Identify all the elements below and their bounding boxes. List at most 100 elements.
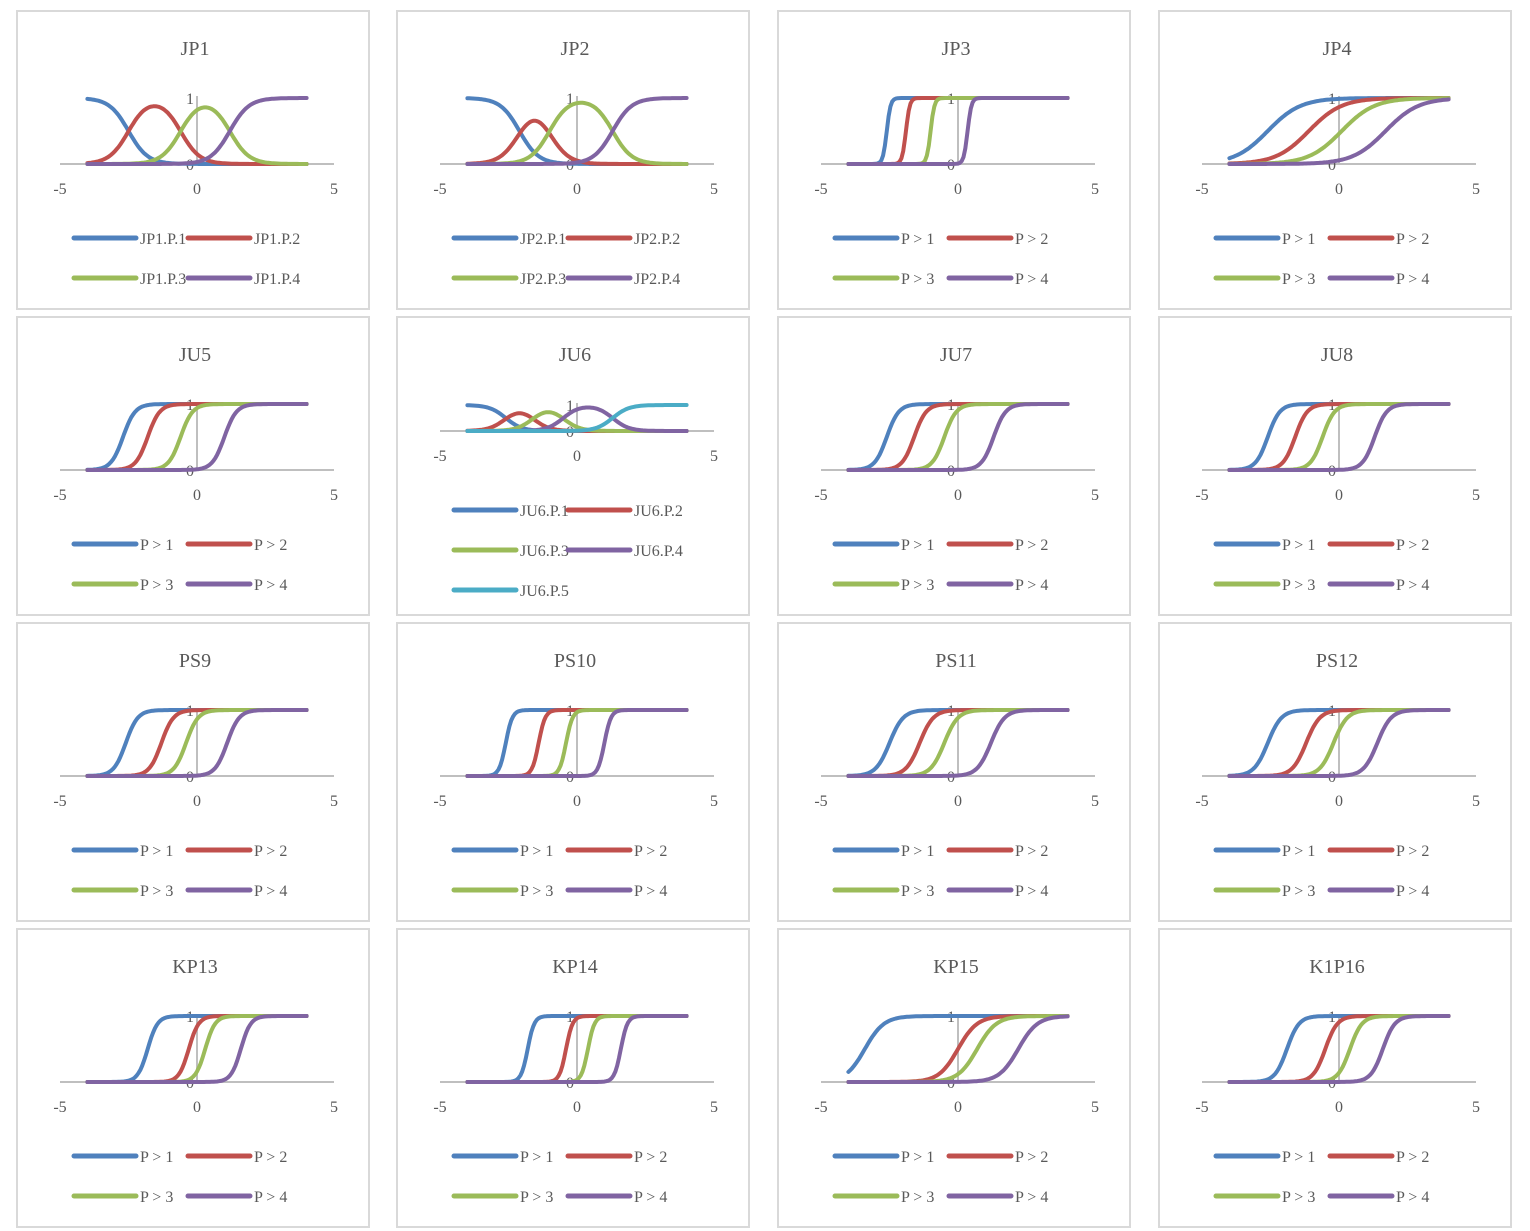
legend-label: P > 1	[901, 1149, 934, 1166]
legend-label: JP2.P.2	[634, 231, 680, 248]
chart-title: KP15	[933, 956, 979, 978]
series-line	[465, 403, 689, 433]
x-tick-label: 0	[193, 487, 201, 504]
legend-entry: JU6.P.4	[565, 543, 683, 560]
chart-panel: JP1 1 0 -5 0 5 JP1.P.1 JP1.P.2 JP1.P.3 JP1.P.4	[16, 10, 370, 310]
legend-entry: P > 2	[946, 537, 1048, 554]
legend-entry: P > 1	[71, 537, 173, 554]
legend-label: P > 3	[1282, 271, 1315, 288]
legend-label: P > 1	[1282, 537, 1315, 554]
chart-title: PS9	[179, 650, 211, 672]
legend-label: P > 1	[901, 231, 934, 248]
x-tick-label: 0	[193, 1099, 201, 1116]
legend-entry: P > 3	[71, 577, 173, 594]
series-line	[85, 96, 309, 166]
series-line	[465, 708, 689, 778]
legend-entry: JP1.P.1	[71, 231, 186, 248]
x-tick-label: 5	[330, 487, 338, 504]
legend-entry: P > 2	[1327, 843, 1429, 860]
legend-label: P > 3	[140, 883, 173, 900]
chart-panel: JU6 1 0 -5 0 5 JU6.P.1 JU6.P.2 JU6.P.3 JU6.P.4 JU6…	[396, 316, 750, 616]
x-tick-label: -5	[433, 181, 446, 198]
legend-label: JP1.P.3	[140, 271, 186, 288]
series-line	[846, 708, 1070, 778]
legend-label: P > 4	[254, 883, 287, 900]
chart-title: K1P16	[1309, 956, 1365, 978]
x-tick-label: 0	[573, 448, 581, 465]
legend-entry: P > 1	[1213, 843, 1315, 860]
x-tick-label: 5	[710, 793, 718, 810]
legend-entry: P > 4	[565, 1189, 667, 1206]
chart-title: JU6	[559, 344, 591, 366]
x-tick-label: 0	[1335, 181, 1343, 198]
legend-label: P > 1	[520, 1149, 553, 1166]
legend-label: JP1.P.4	[254, 271, 300, 288]
chart-title: JP3	[942, 38, 971, 60]
series-line	[1227, 97, 1451, 166]
legend-entry: P > 3	[71, 1189, 173, 1206]
x-tick-label: 5	[1091, 793, 1099, 810]
legend-label: JP2.P.4	[634, 271, 680, 288]
legend-label: P > 3	[1282, 1189, 1315, 1206]
legend-label: P > 1	[140, 843, 173, 860]
legend-entry: JP1.P.3	[71, 271, 186, 288]
legend-entry: P > 1	[1213, 537, 1315, 554]
x-tick-label: 0	[193, 793, 201, 810]
legend-label: P > 3	[901, 1189, 934, 1206]
x-tick-label: -5	[814, 181, 827, 198]
legend-label: JU6.P.2	[634, 503, 683, 520]
legend-entry: P > 4	[1327, 1189, 1429, 1206]
legend-entry: JU6.P.2	[565, 503, 683, 520]
x-tick-label: -5	[433, 1099, 446, 1116]
series-line	[85, 402, 309, 472]
legend-entry: P > 4	[185, 883, 287, 900]
legend-label: P > 2	[1396, 843, 1429, 860]
chart-title: KP14	[552, 956, 598, 978]
legend-entry: JP1.P.2	[185, 231, 300, 248]
x-tick-label: -5	[53, 1099, 66, 1116]
chart-title: JP1	[181, 38, 210, 60]
series-line	[85, 708, 309, 778]
legend-entry: P > 3	[832, 883, 934, 900]
x-tick-label: 5	[710, 1099, 718, 1116]
legend-label: P > 2	[1015, 1149, 1048, 1166]
chart-title: PS10	[554, 650, 596, 672]
x-tick-label: 5	[1472, 793, 1480, 810]
legend-label: P > 2	[1015, 231, 1048, 248]
legend-label: P > 2	[1015, 537, 1048, 554]
x-tick-label: 5	[710, 181, 718, 198]
y-tick-label: 1	[186, 91, 194, 108]
x-tick-label: 0	[573, 181, 581, 198]
series-line	[1227, 402, 1451, 472]
legend-label: P > 2	[634, 1149, 667, 1166]
legend-label: P > 2	[1015, 843, 1048, 860]
legend-label: P > 2	[1396, 231, 1429, 248]
legend-entry: P > 2	[1327, 1149, 1429, 1166]
legend-label: P > 3	[901, 883, 934, 900]
legend-entry: P > 4	[946, 883, 1048, 900]
legend-label: P > 1	[1282, 1149, 1315, 1166]
legend-entry: P > 1	[71, 843, 173, 860]
legend-label: P > 1	[901, 843, 934, 860]
legend-entry: P > 3	[451, 1189, 553, 1206]
legend-entry: P > 2	[185, 843, 287, 860]
x-tick-label: 0	[573, 1099, 581, 1116]
series-line	[846, 96, 1070, 166]
legend-label: P > 4	[634, 883, 667, 900]
legend-entry: P > 2	[185, 1149, 287, 1166]
series-line	[465, 1014, 689, 1084]
legend-entry: P > 1	[832, 231, 934, 248]
legend-label: P > 3	[1282, 883, 1315, 900]
